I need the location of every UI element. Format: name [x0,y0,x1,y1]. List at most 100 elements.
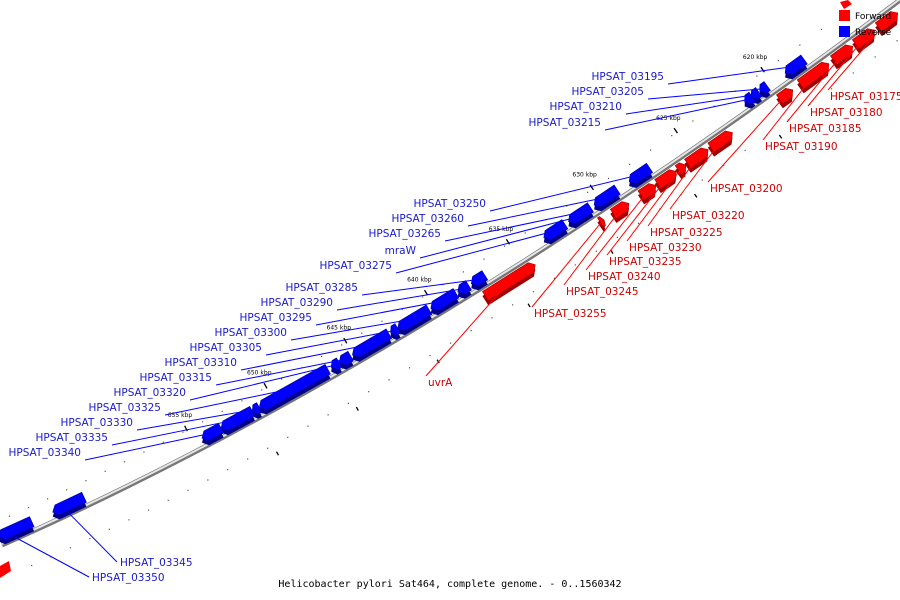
gene-HPSAT_03315[interactable] [338,350,354,370]
gene-HPSAT_03325[interactable] [258,364,331,415]
gene-label-text[interactable]: HPSAT_03235 [609,256,682,268]
gene-HPSAT_03310[interactable] [352,328,393,362]
gene-arrow[interactable] [750,87,763,100]
gene-label-HPSAT_03205[interactable]: HPSAT_03205 [571,86,764,100]
gene-label-HPSAT_03245[interactable]: HPSAT_03245 [563,208,639,298]
gene-HPSAT_03285[interactable] [470,270,489,291]
gene-arrow[interactable] [470,270,489,287]
gene-HPSAT_03250[interactable] [628,162,654,188]
gene-label-text[interactable]: HPSAT_03240 [588,271,661,283]
gene-label-uvrA[interactable]: uvrA [425,280,511,389]
gene-label-HPSAT_03255[interactable]: HPSAT_03255 [531,220,607,320]
gene-HPSAT_03340[interactable] [201,422,225,446]
gene-label-text[interactable]: HPSAT_03245 [566,286,639,298]
gene-arrow[interactable] [390,323,401,336]
gene-arrow[interactable] [543,219,569,241]
gene-label-text[interactable]: HPSAT_03255 [534,308,607,320]
gene-arrow[interactable] [52,491,87,516]
gene-arrow[interactable] [201,422,225,442]
gene-label-text[interactable]: HPSAT_03190 [765,141,838,153]
gene-label-text[interactable]: HPSAT_03350 [92,572,165,584]
gene-label-HPSAT_03350[interactable]: HPSAT_03350 [14,536,165,584]
gene-arrow[interactable] [397,304,433,331]
gene-label-HPSAT_03330[interactable]: HPSAT_03330 [60,408,256,431]
gene-label-HPSAT_03265[interactable]: HPSAT_03265 [368,211,585,242]
gene-arrow[interactable] [784,54,808,76]
gene-HPSAT_03230[interactable] [674,162,687,180]
gene-label-mraW[interactable]: mraW [385,217,576,259]
gene-label-HPSAT_03260[interactable]: HPSAT_03260 [391,196,606,227]
gene-label-HPSAT_03240[interactable]: HPSAT_03240 [585,190,661,283]
gene-arrow[interactable] [0,516,35,541]
gene-label-text[interactable]: HPSAT_03260 [391,213,464,225]
gene-label-HPSAT_03310[interactable]: HPSAT_03310 [164,343,371,371]
gene-arrow[interactable] [338,350,354,366]
gene-label-text[interactable]: HPSAT_03200 [710,183,783,195]
gene-label-HPSAT_03335[interactable]: HPSAT_03335 [35,419,237,446]
gene-label-HPSAT_03305[interactable]: HPSAT_03305 [189,330,395,356]
gene-label-text[interactable]: HPSAT_03180 [810,107,883,119]
gene-label-HPSAT_03285[interactable]: HPSAT_03285 [285,279,479,296]
gene-label-HPSAT_03345[interactable]: HPSAT_03345 [68,512,193,569]
gene-label-HPSAT_03315[interactable]: HPSAT_03315 [139,358,346,386]
gene-label-HPSAT_03230[interactable]: HPSAT_03230 [626,167,702,254]
gene-arrow[interactable] [258,364,331,411]
gene-HPSAT_03260[interactable] [593,184,621,212]
gene-label-HPSAT_03215[interactable]: HPSAT_03215 [528,98,749,131]
gene-arrow[interactable] [593,184,621,208]
gene-label-HPSAT_03275[interactable]: HPSAT_03275 [319,230,555,274]
gene-label-text[interactable]: HPSAT_03325 [88,402,161,414]
gene-label-HPSAT_03200[interactable]: HPSAT_03200 [707,94,787,195]
gene-arrow[interactable] [352,328,393,358]
gene-label-text[interactable]: HPSAT_03215 [528,117,601,129]
gene-label-HPSAT_03190[interactable]: HPSAT_03190 [762,73,838,153]
gene-label-HPSAT_03180[interactable]: HPSAT_03180 [807,36,883,119]
gene-label-HPSAT_03235[interactable]: HPSAT_03235 [606,177,682,268]
gene-label-text[interactable]: mraW [385,245,417,257]
gene-label-text[interactable]: HPSAT_03290 [260,297,333,309]
gene-HPSAT_03195[interactable] [784,54,808,80]
gene-label-text[interactable]: HPSAT_03175 [830,91,900,103]
gene-arrow[interactable] [252,402,263,415]
gene-label-HPSAT_03175[interactable]: HPSAT_03175 [827,19,900,103]
gene-HPSAT_03255[interactable] [596,216,606,232]
gene-arrow[interactable] [628,162,654,184]
gene-label-text[interactable]: HPSAT_03345 [120,557,193,569]
gene-label-HPSAT_03195[interactable]: HPSAT_03195 [591,65,795,85]
gene-label-text[interactable]: HPSAT_03185 [789,123,862,135]
gene-label-text[interactable]: HPSAT_03305 [189,342,262,354]
gene-label-HPSAT_03220[interactable]: HPSAT_03220 [669,139,745,222]
gene-label-text[interactable]: uvrA [428,377,453,389]
gene-label-text[interactable]: HPSAT_03220 [672,210,745,222]
gene-label-text[interactable]: HPSAT_03295 [239,312,312,324]
gene-label-HPSAT_03340[interactable]: HPSAT_03340 [8,432,212,461]
gene-label-HPSAT_03225[interactable]: HPSAT_03225 [647,156,723,239]
gene-label-text[interactable]: HPSAT_03340 [8,447,81,459]
gene-label-text[interactable]: HPSAT_03335 [35,432,108,444]
gene-label-text[interactable]: HPSAT_03285 [285,282,358,294]
gene-arrow[interactable] [674,162,687,176]
gene-label-text[interactable]: HPSAT_03230 [629,242,702,254]
gene-arrow[interactable] [430,288,460,311]
gene-label-text[interactable]: HPSAT_03275 [319,260,392,272]
gene-label-HPSAT_03185[interactable]: HPSAT_03185 [786,52,862,135]
gene-label-text[interactable]: HPSAT_03320 [113,387,186,399]
gene-label-HPSAT_03210[interactable]: HPSAT_03210 [549,94,756,115]
gene-label-text[interactable]: HPSAT_03310 [164,357,237,369]
gene-arrow[interactable] [759,81,771,94]
gene-label-text[interactable]: HPSAT_03300 [214,327,287,339]
gene-label-text[interactable]: HPSAT_03205 [571,86,644,98]
gene-label-HPSAT_03250[interactable]: HPSAT_03250 [413,174,640,212]
gene-HPSAT_03275[interactable] [543,219,569,245]
gene-label-HPSAT_03300[interactable]: HPSAT_03300 [214,318,414,341]
gene-HPSAT_03295[interactable] [430,288,460,316]
gene-label-HPSAT_03295[interactable]: HPSAT_03295 [239,300,444,326]
gene-label-text[interactable]: HPSAT_03195 [591,71,664,83]
gene-arrow[interactable] [457,280,472,295]
gene-label-HPSAT_03290[interactable]: HPSAT_03290 [260,288,464,311]
gene-label-text[interactable]: HPSAT_03330 [60,417,133,429]
gene-HPSAT_03300[interactable] [397,304,433,336]
gene-HPSAT_03345[interactable] [52,491,87,520]
gene-label-text[interactable]: HPSAT_03210 [549,101,622,113]
gene-label-text[interactable]: HPSAT_03225 [650,227,723,239]
